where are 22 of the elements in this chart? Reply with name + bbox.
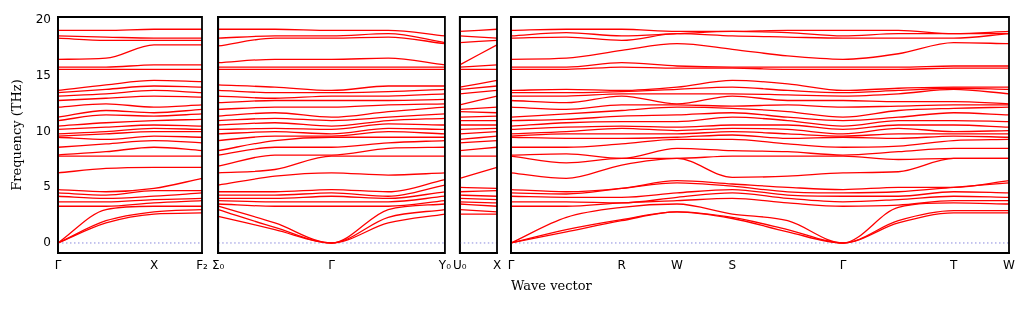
y-tick-label: 5 — [43, 179, 51, 194]
x-tick-label: Y₀ — [437, 258, 452, 273]
x-tick-label: Γ — [839, 258, 847, 273]
x-tick-label: X — [492, 258, 502, 273]
x-axis-title: Wave vector — [511, 278, 592, 293]
x-tick-label: S — [728, 258, 737, 273]
y-axis-title: Frequency (THz) — [9, 79, 25, 191]
x-tick-label: X — [149, 258, 159, 273]
x-tick-label: W — [1003, 258, 1016, 273]
x-tick-label: R — [617, 258, 626, 273]
x-tick-label: Γ — [328, 258, 336, 273]
x-tick-label: T — [948, 258, 958, 273]
y-tick-label: 10 — [35, 123, 51, 138]
x-tick-label: Γ — [54, 258, 62, 273]
y-tick-label: 20 — [35, 12, 51, 27]
y-tick-label: 0 — [43, 235, 51, 250]
x-tick-label: W — [671, 258, 684, 273]
x-tick-label: U₀ — [453, 258, 467, 273]
x-tick-label: F₂ — [196, 258, 209, 273]
x-tick-label: Σ₀ — [211, 258, 225, 273]
y-tick-label: 15 — [35, 68, 51, 83]
x-tick-label: Γ — [507, 258, 515, 273]
